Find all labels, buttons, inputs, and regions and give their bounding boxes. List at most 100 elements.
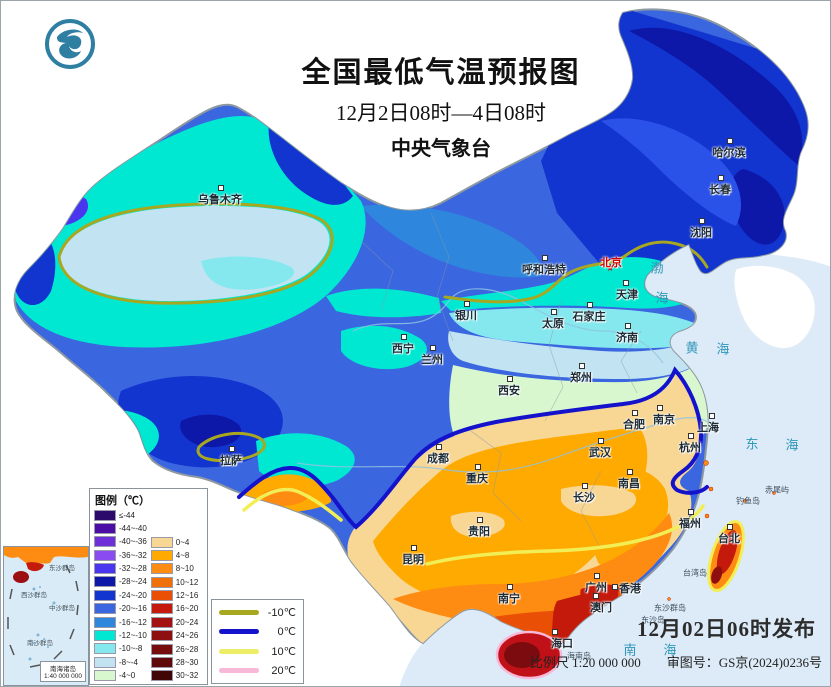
isotherm-0c bbox=[237, 366, 709, 530]
city-label: 沈阳 bbox=[690, 227, 712, 239]
hainan-island bbox=[495, 630, 563, 680]
city-label: 济南 bbox=[616, 332, 638, 344]
city-dot-icon bbox=[727, 524, 733, 530]
isotherm-legend-label: 20℃ bbox=[271, 664, 296, 677]
city-dot-icon bbox=[507, 376, 513, 382]
isotherm-line-sample bbox=[219, 667, 259, 673]
city-dot-icon bbox=[612, 584, 618, 590]
legend-row: 4~8 bbox=[150, 549, 198, 561]
legend-row: -12~-10 bbox=[94, 630, 147, 642]
city-label: 重庆 bbox=[466, 473, 488, 485]
city-dot-icon bbox=[218, 185, 224, 191]
isotherm-line-sample bbox=[219, 610, 259, 615]
city-dot-icon bbox=[587, 302, 593, 308]
city-label: 香港 bbox=[619, 583, 641, 595]
legend-swatch bbox=[94, 549, 116, 561]
city-dot-icon bbox=[411, 545, 417, 551]
island-label: 钓鱼岛 bbox=[736, 496, 760, 506]
legend-label: 30~32 bbox=[175, 671, 199, 681]
legend-swatch bbox=[150, 563, 173, 575]
city-label: 石家庄 bbox=[572, 311, 606, 323]
legend-label: -32~-28 bbox=[119, 564, 147, 574]
capital-star-icon: ★ bbox=[606, 263, 615, 273]
isotherm-10c bbox=[242, 487, 705, 566]
sea-label: 海 bbox=[663, 642, 677, 658]
legend-row: 30~32 bbox=[150, 670, 199, 682]
isotherm-line-sample bbox=[219, 648, 259, 654]
legend-row: 26~28 bbox=[150, 643, 199, 655]
city-label: 台北 bbox=[718, 533, 740, 545]
city-label: 南京 bbox=[653, 414, 675, 426]
isotherm-legend-label: 0℃ bbox=[277, 626, 296, 639]
city-label: 郑州 bbox=[570, 372, 592, 384]
legend-row: -16~-12 bbox=[94, 616, 147, 628]
sea-label: 渤 bbox=[650, 260, 664, 276]
legend-label: -20~-16 bbox=[119, 604, 147, 614]
city-dot-icon bbox=[430, 345, 436, 351]
legend-label: 20~24 bbox=[175, 617, 199, 627]
sea-label: 黄 bbox=[685, 340, 699, 356]
legend-row: 24~26 bbox=[150, 630, 199, 642]
approval-number: 审图号：GS京(2024)0236号 bbox=[666, 655, 822, 670]
inset-island-label: 西沙群岛 bbox=[21, 592, 47, 599]
legend-label: 10~12 bbox=[175, 577, 199, 587]
legend-swatch bbox=[150, 670, 173, 682]
island-label: 台湾岛 bbox=[683, 568, 707, 578]
legend-swatch bbox=[94, 603, 116, 615]
city-dot-icon bbox=[436, 444, 442, 450]
city-dot-icon bbox=[699, 218, 705, 224]
city-label: 太原 bbox=[542, 318, 564, 330]
city-label: 拉萨 bbox=[220, 455, 242, 467]
city-label: 杭州 bbox=[679, 442, 701, 454]
city-dot-icon bbox=[475, 464, 481, 470]
legend-swatch bbox=[150, 616, 173, 628]
legend-label: -40~-36 bbox=[119, 537, 147, 547]
map-scale: 比例尺 1:20 000 000 bbox=[529, 655, 641, 670]
sea-label: 海 bbox=[655, 290, 669, 306]
city-label: 西宁 bbox=[392, 343, 414, 355]
legend-swatch bbox=[150, 536, 173, 548]
city-dot-icon bbox=[582, 483, 588, 489]
legend-swatch bbox=[150, 549, 173, 561]
island-label: 赤尾屿 bbox=[765, 485, 789, 495]
legend-row: -24~-20 bbox=[94, 589, 147, 601]
legend-row: -4~0 bbox=[94, 670, 147, 682]
city-label: 长春 bbox=[709, 184, 731, 196]
inset-scale: 1:40 000 000 bbox=[44, 673, 82, 680]
legend-swatch bbox=[94, 656, 116, 668]
legend-label: -16~-12 bbox=[119, 617, 147, 627]
island-label: 东沙群岛 bbox=[654, 603, 686, 613]
legend-label: 12~16 bbox=[175, 591, 199, 601]
city-label: 天津 bbox=[616, 289, 638, 301]
legend-title: 图例（℃） bbox=[95, 495, 150, 507]
legend-label: 28~30 bbox=[175, 658, 199, 668]
legend-label: 24~26 bbox=[175, 631, 199, 641]
city-label: 南宁 bbox=[498, 593, 520, 605]
legend-cold-column: ≤-44 -44~-40 -40~-36 -36~-32 -32~-28 -28~-24 -… bbox=[94, 509, 147, 682]
coastal-islets bbox=[667, 460, 776, 601]
city-dot-icon bbox=[551, 309, 557, 315]
city-dot-icon bbox=[627, 469, 633, 475]
legend-row: -36~-32 bbox=[94, 549, 147, 561]
island-label: 东沙岛 bbox=[641, 615, 665, 625]
legend-swatch bbox=[150, 643, 173, 655]
legend-swatch bbox=[94, 670, 116, 682]
isotherm-line-sample bbox=[219, 629, 259, 635]
legend-row: 20~24 bbox=[150, 616, 199, 628]
inset-island-label: 中沙群岛 bbox=[49, 605, 75, 612]
isotherm-legend-label: -10℃ bbox=[267, 607, 296, 619]
legend-label: -8~-4 bbox=[119, 657, 138, 667]
city-label: 乌鲁木齐 bbox=[198, 194, 242, 206]
city-dot-icon bbox=[229, 446, 235, 452]
city-dot-icon bbox=[594, 573, 600, 579]
legend-row: -20~-16 bbox=[94, 603, 147, 615]
inset-island-label: 南沙群岛 bbox=[27, 640, 53, 647]
city-dot-icon bbox=[477, 517, 483, 523]
city-dot-icon bbox=[552, 629, 558, 635]
city-label: 武汉 bbox=[589, 447, 611, 459]
legend-warm-column: 0~4 4~8 8~10 10~12 12~16 16~20 20~24 24~26 26~28… bbox=[150, 536, 199, 682]
legend-label: 26~28 bbox=[175, 644, 199, 654]
legend-label: -4~0 bbox=[119, 671, 136, 681]
map-header: 全国最低气温预报图 12月2日08时—4日08时 中央气象台 bbox=[251, 49, 631, 161]
